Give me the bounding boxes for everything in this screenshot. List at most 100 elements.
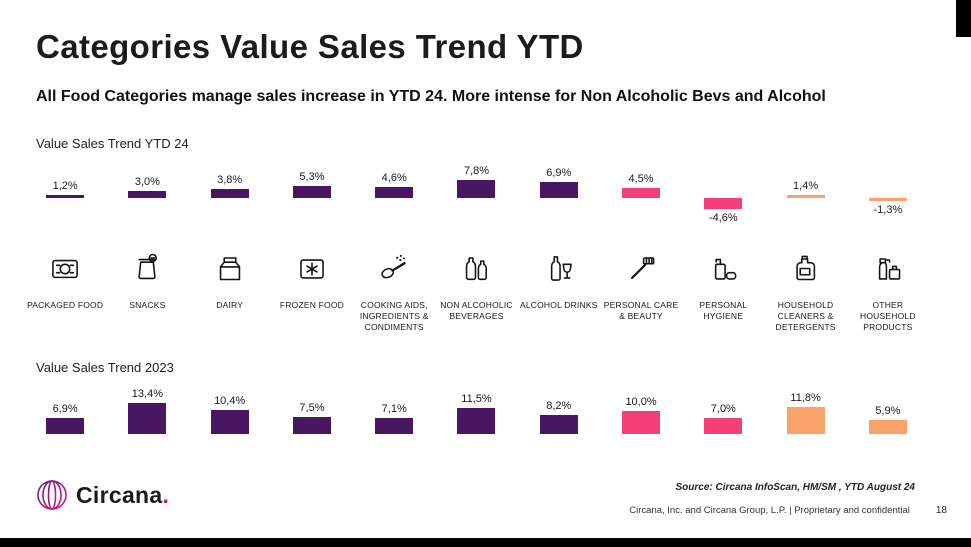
bar-chart-2023: 6,9% 13,4% 10,4% 7,5% 7,1% 11,5% 8,2% 10,0% 7,0%… (24, 382, 929, 442)
bar-column: 6,9% (518, 158, 600, 232)
bar-column: 1,2% (24, 158, 106, 232)
bar (539, 182, 578, 198)
frozen-food-icon (291, 246, 333, 292)
bar-value-label: 10,4% (214, 395, 246, 408)
bar (375, 417, 414, 434)
bar-column: -4,6% (682, 158, 764, 232)
bar-value-label: 7,8% (463, 165, 490, 178)
category-cell: SNACKS (106, 246, 188, 333)
category-cell: ALCOHOL DRINKS (518, 246, 600, 333)
bar-column: 1,4% (764, 158, 846, 232)
bar-column: 7,0% (682, 382, 764, 442)
bar (539, 415, 578, 434)
household-cleaners-icon (785, 246, 827, 292)
category-cell: PERSONAL HYGIENE (682, 246, 764, 333)
category-cell: HOUSEHOLD CLEANERS & DETERGENTS (764, 246, 846, 333)
page-title: Categories Value Sales Trend YTD (36, 28, 584, 65)
bar (786, 406, 825, 434)
bar-value-label: 5,3% (299, 170, 325, 183)
alcohol-drinks-icon (538, 246, 580, 292)
category-cell: OTHER HOUSEHOLD PRODUCTS (847, 246, 929, 333)
bar-column: 4,6% (353, 158, 435, 232)
category-label: PERSONAL CARE & BEAUTY (603, 300, 679, 322)
category-cell: FROZEN FOOD (271, 246, 353, 333)
category-label: PERSONAL HYGIENE (699, 300, 748, 322)
category-label: SNACKS (129, 300, 166, 310)
chart-title-2023: Value Sales Trend 2023 (36, 360, 174, 375)
bar-value-label: 10,0% (625, 396, 657, 408)
bar (704, 198, 743, 209)
bar-column: 3,0% (106, 158, 188, 232)
category-label: PACKAGED FOOD (27, 300, 104, 310)
logo-dot: . (162, 481, 170, 508)
bar-value-label: -4,6% (708, 211, 738, 224)
category-cell: DAIRY (189, 246, 271, 333)
non-alcoholic-beverages-icon (455, 246, 497, 292)
snacks-icon (126, 246, 168, 292)
bar-column: 10,4% (189, 382, 271, 442)
category-label: NON ALCOHOLIC BEVERAGES (440, 300, 513, 322)
bar-value-label: 3,0% (134, 176, 160, 189)
bar-value-label: 11,8% (790, 391, 821, 404)
category-label: DAIRY (216, 300, 244, 310)
bar-value-label: 13,4% (131, 388, 163, 401)
category-cell: PACKAGED FOOD (24, 246, 106, 333)
dairy-icon (209, 246, 251, 292)
bar-value-label: 4,6% (381, 172, 407, 185)
confidential-note: Circana, Inc. and Circana Group, L.P. | … (629, 505, 910, 516)
bar-column: 7,8% (435, 158, 517, 232)
bar-column: 8,2% (518, 382, 600, 442)
category-cell: PERSONAL CARE & BEAUTY (600, 246, 682, 333)
category-cell: COOKING AIDS, INGREDIENTS & CONDIMENTS (353, 246, 435, 333)
category-cell: NON ALCOHOLIC BEVERAGES (435, 246, 517, 333)
bar-column: 7,5% (271, 382, 353, 442)
bar-column: 11,8% (764, 382, 846, 442)
bar-value-label: 5,9% (875, 405, 901, 418)
bar (46, 195, 85, 198)
other-household-icon (867, 246, 909, 292)
bottom-accent-strip (0, 538, 971, 547)
cooking-aids-icon (373, 246, 415, 292)
bar-column: 3,8% (189, 158, 271, 232)
bar-value-label: 3,8% (217, 174, 243, 187)
category-label: COOKING AIDS, INGREDIENTS & CONDIMENTS (359, 300, 429, 333)
category-label: OTHER HOUSEHOLD PRODUCTS (860, 300, 916, 333)
bar-value-label: 6,9% (52, 403, 78, 416)
bar (457, 180, 496, 198)
bar-column: 6,9% (24, 382, 106, 442)
bar (46, 418, 85, 434)
bar (622, 411, 661, 434)
bar-value-label: 1,2% (52, 180, 78, 193)
bar-chart-ytd24: 1,2% 3,0% 3,8% 5,3% 4,6% 7,8% 6,9% 4,5% -4,6% 1,4… (24, 158, 929, 232)
bar (457, 407, 496, 434)
category-icons-row: PACKAGED FOOD SNACKS DAIRY FROZEN FOOD COOKI… (24, 246, 929, 333)
bar-column: -1,3% (847, 158, 929, 232)
category-label: HOUSEHOLD CLEANERS & DETERGENTS (775, 300, 836, 333)
bar-value-label: 7,1% (381, 402, 407, 415)
footer-row: Circana, Inc. and Circana Group, L.P. | … (629, 505, 947, 516)
bar-value-label: -1,3% (873, 204, 903, 216)
circana-logo-text: Circana. (76, 481, 170, 508)
bar (128, 191, 167, 198)
bar-value-label: 4,5% (628, 172, 654, 185)
source-note: Source: Circana InfoScan, HM/SM , YTD Au… (675, 482, 916, 493)
bar-column: 13,4% (106, 382, 188, 442)
bar-column: 11,5% (435, 382, 517, 442)
packaged-food-icon (44, 246, 86, 292)
bar (210, 410, 249, 434)
circana-logo-icon (37, 480, 67, 510)
bar (292, 416, 331, 434)
bar (868, 420, 907, 434)
bar (292, 185, 331, 198)
bar-column: 7,1% (353, 382, 435, 442)
bar (128, 403, 167, 434)
personal-care-beauty-icon (620, 246, 662, 292)
personal-hygiene-icon (702, 246, 744, 292)
category-label: ALCOHOL DRINKS (519, 300, 598, 310)
bar (704, 417, 743, 434)
bar-column: 5,9% (847, 382, 929, 442)
bar-column: 4,5% (600, 158, 682, 232)
bar-value-label: 7,0% (710, 402, 736, 415)
page-number: 18 (935, 505, 947, 516)
